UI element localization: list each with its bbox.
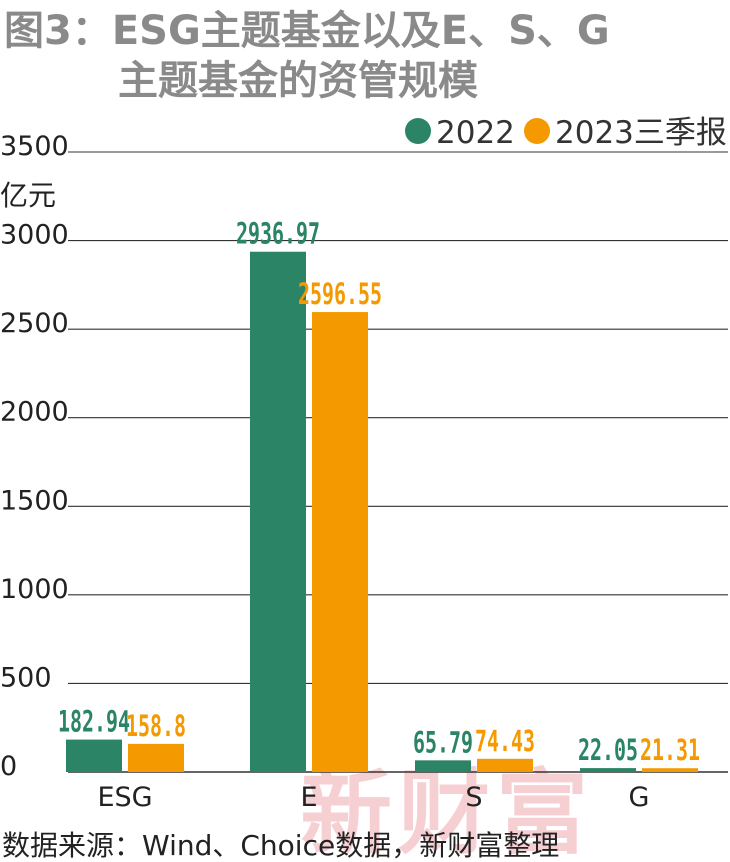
data-label: 21.31 <box>640 733 700 767</box>
chart-title-line1: 图3：ESG主题基金以及E、S、G <box>4 8 610 54</box>
bar <box>415 760 471 772</box>
grid-lines <box>68 151 728 773</box>
y-tick-label: 2500 <box>0 308 69 339</box>
data-label: 158.8 <box>126 709 186 743</box>
data-label: 2936.97 <box>236 217 320 251</box>
x-axis-ticks: ESG E S G <box>97 782 649 813</box>
legend-label-2022: 2022 <box>436 115 515 151</box>
data-label: 65.79 <box>413 725 473 759</box>
data-label: 182.94 <box>58 705 130 739</box>
y-axis-ticks: 0 500 1000 1500 2000 2500 3000 3500 <box>0 131 69 782</box>
y-tick-label: 0 <box>0 751 17 782</box>
bar <box>580 768 636 772</box>
legend-marker-2022 <box>405 118 431 144</box>
bar <box>128 743 184 772</box>
legend: 2022 2023三季报 <box>405 115 727 151</box>
source-note: 数据来源：Wind、Choice数据，新财富整理 <box>2 829 559 862</box>
y-tick-label: 2000 <box>0 397 69 428</box>
data-label: 2596.55 <box>298 277 382 311</box>
bar <box>66 739 122 772</box>
x-tick-label: ESG <box>97 782 152 813</box>
y-tick-label: 3500 <box>0 131 69 162</box>
bar <box>312 312 368 772</box>
data-label: 22.05 <box>578 733 638 767</box>
x-tick-label: E <box>300 782 317 813</box>
data-label: 74.43 <box>475 724 535 758</box>
bar <box>477 758 533 772</box>
watermark: 新财富 <box>300 759 594 862</box>
bar <box>642 768 698 772</box>
bars <box>66 251 698 772</box>
chart-title-line2: 主题基金的资管规模 <box>118 58 478 104</box>
y-tick-label: 1000 <box>0 574 69 605</box>
y-tick-label: 3000 <box>0 220 69 251</box>
bar <box>250 251 306 772</box>
y-tick-label: 500 <box>0 662 52 693</box>
x-tick-label: S <box>465 782 482 813</box>
legend-label-2023: 2023三季报 <box>555 115 727 151</box>
legend-marker-2023 <box>524 118 550 144</box>
y-axis-unit: 亿元 <box>0 179 56 212</box>
x-tick-label: G <box>629 782 650 813</box>
y-tick-label: 1500 <box>0 485 69 516</box>
